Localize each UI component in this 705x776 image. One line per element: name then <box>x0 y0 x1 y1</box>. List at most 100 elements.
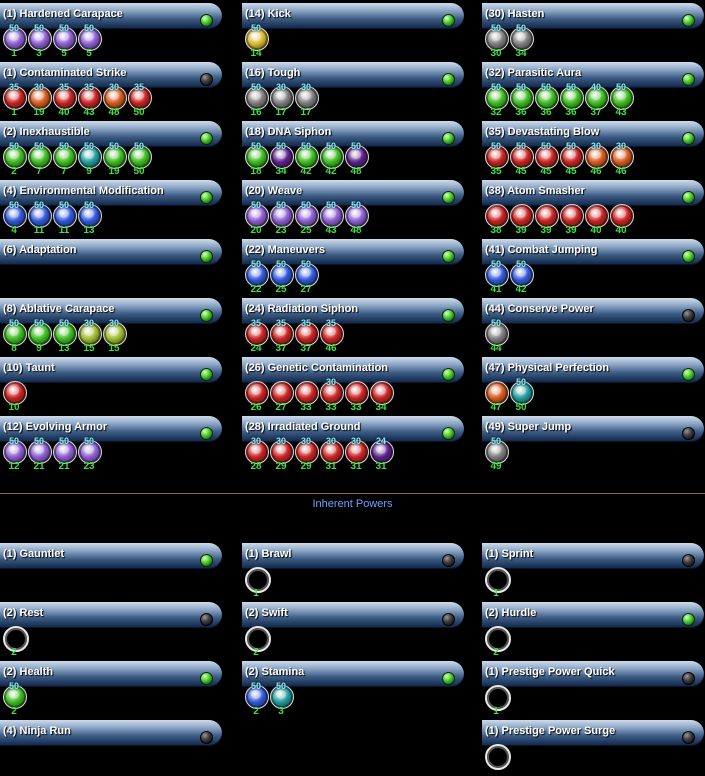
enhancement-slot[interactable]: 30 15 <box>103 318 127 354</box>
power-bar[interactable]: (2) Health <box>0 661 222 687</box>
enhancement-slot[interactable]: 30 46 <box>610 141 634 177</box>
enhancement-red-icon[interactable] <box>270 322 294 346</box>
enhancement-slot[interactable]: 39 <box>560 200 584 236</box>
inactive-indicator-icon[interactable] <box>682 309 695 322</box>
enhancement-slot[interactable]: 39 <box>510 200 534 236</box>
active-indicator-icon[interactable] <box>442 73 455 86</box>
enhancement-slot[interactable]: 50 5 <box>53 23 77 59</box>
enhancement-slot[interactable]: 50 1 <box>3 23 27 59</box>
power-entry[interactable]: (8) Ablative Carapace 50 8 50 9 50 13 30 15 30 15 <box>0 295 222 354</box>
enhancement-green-icon[interactable] <box>535 86 559 110</box>
inactive-indicator-icon[interactable] <box>682 731 695 744</box>
enhancement-red-icon[interactable] <box>320 440 344 464</box>
active-indicator-icon[interactable] <box>200 427 213 440</box>
enhancement-teal-icon[interactable] <box>78 145 102 169</box>
enhancement-green-icon[interactable] <box>128 145 152 169</box>
enhancement-slot[interactable]: 50 21 <box>28 436 52 472</box>
enhancement-green-icon[interactable] <box>485 86 509 110</box>
enhancement-slot[interactable]: 50 45 <box>510 141 534 177</box>
enhancement-gray-icon[interactable] <box>245 86 269 110</box>
power-bar[interactable]: (49) Super Jump <box>482 416 704 442</box>
enhancement-slot[interactable]: 50 5 <box>78 23 102 59</box>
active-indicator-icon[interactable] <box>442 191 455 204</box>
enhancement-slot[interactable]: 50 13 <box>53 318 77 354</box>
active-indicator-icon[interactable] <box>200 672 213 685</box>
power-entry[interactable]: (41) Combat Jumping 50 41 50 42 <box>482 236 704 295</box>
enhancement-blue-icon[interactable] <box>510 263 534 287</box>
enhancement-slot[interactable]: 30 28 <box>245 436 269 472</box>
enhancement-slot[interactable]: 50 3 <box>270 681 294 717</box>
power-bar[interactable]: (1) Gauntlet <box>0 543 222 569</box>
power-entry[interactable]: (2) Inexhaustible 50 2 50 7 50 7 50 9 50 19 50 50 <box>0 118 222 177</box>
enhancement-green-icon[interactable] <box>295 145 319 169</box>
power-entry[interactable]: (1) Prestige Power Surge <box>482 717 704 776</box>
enhancement-slot[interactable]: 50 32 <box>485 82 509 118</box>
power-entry[interactable]: (4) Ninja Run <box>0 717 222 776</box>
power-bar[interactable]: (44) Conserve Power <box>482 298 704 324</box>
enhancement-gray-icon[interactable] <box>485 440 509 464</box>
power-bar[interactable]: (1) Prestige Power Surge <box>482 720 704 746</box>
enhancement-violet-icon[interactable] <box>53 440 77 464</box>
power-entry[interactable]: (20) Weave 50 20 50 23 50 25 50 43 50 48 <box>242 177 464 236</box>
enhancement-slot[interactable]: 50 18 <box>245 141 269 177</box>
enhancement-green-icon[interactable] <box>28 322 52 346</box>
enhancement-slot[interactable]: 50 23 <box>270 200 294 236</box>
enhancement-slot[interactable]: 50 2 <box>3 681 27 717</box>
enhancement-green-icon[interactable] <box>585 86 609 110</box>
enhancement-blue-icon[interactable] <box>3 204 27 228</box>
inactive-indicator-icon[interactable] <box>200 613 213 626</box>
power-bar[interactable]: (4) Ninja Run <box>0 720 222 746</box>
enhancement-teal-icon[interactable] <box>270 685 294 709</box>
power-entry[interactable]: (1) Contaminated Strike 35 1 30 19 35 40 35 43 30… <box>0 59 222 118</box>
enhancement-yellowgreen-icon[interactable] <box>103 322 127 346</box>
power-entry[interactable]: (12) Evolving Armor 50 12 50 21 50 21 50 23 <box>0 413 222 472</box>
enhancement-red-icon[interactable] <box>320 381 344 405</box>
enhancement-slot[interactable]: 40 37 <box>585 82 609 118</box>
enhancement-slot[interactable]: 50 25 <box>270 259 294 295</box>
enhancement-slot[interactable]: 50 2 <box>245 681 269 717</box>
active-indicator-icon[interactable] <box>442 309 455 322</box>
enhancement-red-icon[interactable] <box>245 440 269 464</box>
enhancement-gray-icon[interactable] <box>270 86 294 110</box>
enhancement-red-icon[interactable] <box>295 322 319 346</box>
enhancement-slot[interactable]: 50 9 <box>28 318 52 354</box>
active-indicator-icon[interactable] <box>200 191 213 204</box>
enhancement-gold-icon[interactable] <box>245 27 269 51</box>
enhancement-slot[interactable]: 50 11 <box>28 200 52 236</box>
enhancement-slot[interactable]: 30 29 <box>295 436 319 472</box>
enhancement-slot[interactable]: 35 37 <box>270 318 294 354</box>
enhancement-slot[interactable]: 34 <box>370 377 394 413</box>
power-entry[interactable]: (4) Environmental Modification 50 4 50 11 50 1… <box>0 177 222 236</box>
enhancement-red-icon[interactable] <box>245 322 269 346</box>
active-indicator-icon[interactable] <box>442 250 455 263</box>
power-bar[interactable]: (30) Hasten <box>482 3 704 29</box>
enhancement-slot[interactable]: 30 15 <box>78 318 102 354</box>
enhancement-slot[interactable]: 50 8 <box>3 318 27 354</box>
enhancement-blue-icon[interactable] <box>28 204 52 228</box>
power-bar[interactable]: (2) Stamina <box>242 661 464 687</box>
enhancement-slot[interactable]: 50 30 <box>485 23 509 59</box>
enhancement-slot[interactable]: 50 4 <box>3 200 27 236</box>
power-bar[interactable]: (47) Physical Perfection <box>482 357 704 383</box>
enhancement-slot[interactable]: 33 <box>295 377 319 413</box>
power-entry[interactable]: (47) Physical Perfection 47 50 50 <box>482 354 704 413</box>
power-entry[interactable]: (1) Sprint 1 <box>482 540 704 599</box>
inactive-indicator-icon[interactable] <box>682 554 695 567</box>
power-entry[interactable]: (2) Health 50 2 <box>0 658 222 717</box>
power-entry[interactable]: (30) Hasten 50 30 50 34 <box>482 0 704 59</box>
enhancement-slot[interactable]: 1 <box>245 563 271 599</box>
enhancement-slot[interactable]: 50 3 <box>28 23 52 59</box>
power-bar[interactable]: (35) Devastating Blow <box>482 121 704 147</box>
enhancement-slot[interactable]: 10 <box>3 377 27 413</box>
enhancement-slot[interactable]: 2 <box>3 622 29 658</box>
enhancement-slot[interactable]: 50 11 <box>53 200 77 236</box>
enhancement-slot[interactable]: 35 24 <box>245 318 269 354</box>
enhancement-slot[interactable]: 30 46 <box>585 141 609 177</box>
empty-slot-icon[interactable] <box>3 626 29 652</box>
enhancement-violet-icon[interactable] <box>3 27 27 51</box>
power-entry[interactable]: (38) Atom Smasher 38 39 39 39 40 40 <box>482 177 704 236</box>
enhancement-slot[interactable]: 30 31 <box>320 436 344 472</box>
enhancement-slot[interactable]: 50 50 <box>510 377 534 413</box>
enhancement-blue-icon[interactable] <box>245 685 269 709</box>
power-bar[interactable]: (16) Tough <box>242 62 464 88</box>
